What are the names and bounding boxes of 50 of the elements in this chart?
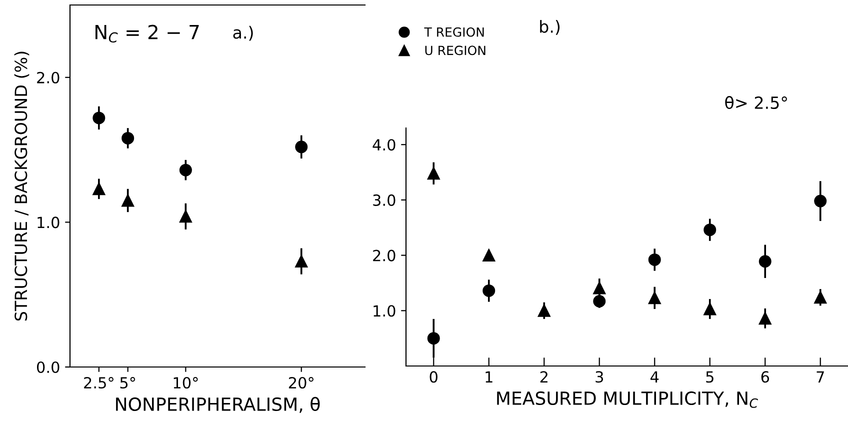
point	[427, 167, 440, 180]
point	[92, 182, 106, 196]
x-tick-label: 2	[540, 371, 548, 382]
point	[814, 291, 827, 304]
x-tick-label: 10°	[174, 376, 198, 389]
point	[538, 304, 550, 317]
x-tick-label: 20°	[288, 376, 314, 389]
point	[295, 255, 308, 268]
x-axis-title: MEASURED MULTIPLICITY, N$_{C}$	[497, 391, 758, 408]
text: θ> 2.5°	[725, 96, 787, 110]
point	[122, 194, 134, 207]
legend-label: T REGION	[424, 27, 484, 37]
point	[122, 132, 134, 144]
y-tick-label: 2.0	[37, 72, 60, 84]
x-tick-label: 5°	[120, 376, 136, 389]
x-axis-title: NONPERIPHERALISM, θ	[116, 396, 320, 413]
x-tick-label: 1	[486, 371, 492, 382]
point	[758, 312, 772, 325]
x-tick-label: 5	[706, 371, 714, 383]
point	[593, 282, 606, 294]
x-tick-label: 7	[816, 371, 824, 382]
y-tick-label: 3.0	[373, 194, 396, 206]
point	[427, 332, 440, 345]
point	[758, 255, 772, 268]
point	[295, 140, 308, 154]
point	[648, 253, 661, 266]
text: b.)	[540, 20, 560, 35]
point	[704, 224, 716, 236]
point	[704, 302, 716, 316]
x-tick-label: 3	[596, 371, 604, 383]
point	[482, 249, 496, 262]
point	[92, 112, 106, 124]
y-tick-label: 2.0	[373, 250, 396, 262]
x-tick-label: 2.5°	[84, 376, 114, 389]
point	[482, 284, 496, 297]
y-axis-title: STRUCTURE / BACKGROUND (%)	[14, 52, 30, 321]
annotation: N$_{C}$ = 2 − 7	[96, 24, 199, 43]
point	[648, 292, 661, 304]
y-tick-label: 4.0	[372, 139, 396, 151]
x-tick-label: 6	[761, 371, 770, 383]
y-tick-label: 1.0	[38, 216, 60, 228]
x-tick-label: 0	[430, 371, 438, 383]
y-tick-label: 1.0	[374, 305, 396, 317]
point	[179, 210, 192, 223]
legend-label: U REGION	[425, 46, 486, 56]
x-tick-label: 4	[650, 371, 659, 382]
annotation: a.)	[233, 26, 253, 41]
point	[814, 194, 827, 208]
point	[179, 164, 192, 176]
y-tick-label: 0.0	[36, 361, 60, 374]
